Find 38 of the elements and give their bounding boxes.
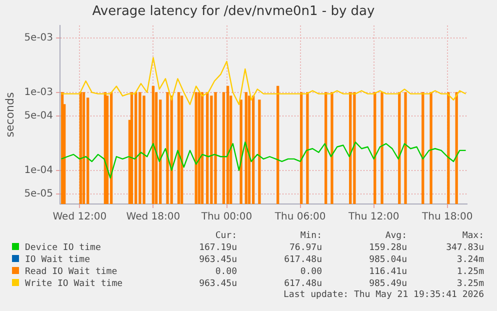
- x-tick-label: Wed 12:00: [52, 212, 107, 223]
- text: 3.25m: [456, 278, 484, 290]
- text: 116.41u: [368, 266, 407, 278]
- y-axis-title: seconds: [3, 92, 16, 138]
- text: 963.45u: [198, 254, 237, 266]
- text: 167.19u: [198, 242, 237, 254]
- legend-label: Write IO Wait time: [24, 278, 124, 290]
- text: 617.48u: [283, 254, 322, 266]
- legend-label: Device IO time: [24, 242, 102, 254]
- text: 3.24m: [456, 254, 484, 266]
- y-tick-label: 5e-04: [24, 110, 54, 122]
- text: Max:: [461, 230, 484, 242]
- chart-title: Average latency for /dev/nvme0n1 - by day: [92, 4, 376, 20]
- text: 617.48u: [283, 278, 322, 290]
- legend-label: IO Wait time: [24, 254, 92, 266]
- text: Cur:: [214, 230, 237, 242]
- x-tick-label: Thu 12:00: [347, 212, 400, 223]
- text: 159.28u: [368, 242, 407, 254]
- text: 985.04u: [368, 254, 407, 266]
- text: 0.00: [299, 266, 322, 278]
- text: 347.83u: [445, 242, 484, 254]
- text: Min:: [299, 230, 322, 242]
- x-tick-label: Thu 00:00: [200, 212, 252, 223]
- text: 76.97u: [288, 242, 322, 254]
- text: 985.49u: [368, 278, 407, 290]
- text: Avg:: [384, 230, 407, 242]
- x-tick-label: Thu 18:00: [420, 212, 473, 223]
- text: 0.00: [214, 266, 237, 278]
- y-tick-label: 1e-04: [24, 164, 54, 176]
- text: Last update: Thu May 21 19:35:41 2026: [284, 290, 484, 300]
- text: 963.45u: [198, 278, 237, 290]
- legend-label: Read IO Wait time: [24, 266, 118, 278]
- y-tick-label: 5e-05: [24, 188, 54, 200]
- y-tick-label: 5e-03: [24, 32, 54, 44]
- y-tick-label: 1e-03: [24, 87, 54, 98]
- x-tick-label: Thu 06:00: [274, 212, 326, 223]
- text: 1.25m: [456, 266, 484, 278]
- x-tick-label: Wed 18:00: [126, 212, 180, 223]
